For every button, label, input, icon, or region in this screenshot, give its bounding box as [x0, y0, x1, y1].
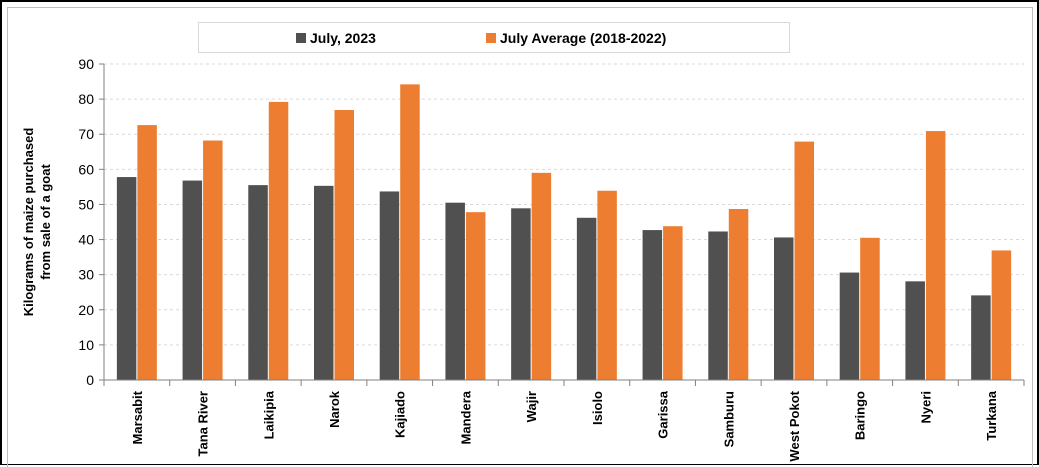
- x-category-label: Isiolo: [590, 391, 605, 425]
- x-category-label: Tana River: [196, 391, 211, 457]
- x-category-label: Marsabit: [130, 390, 145, 444]
- bar-july-average: [400, 84, 420, 380]
- x-category-label: Wajir: [524, 391, 539, 422]
- bar-july-average: [663, 226, 683, 380]
- bar-july-2023: [905, 281, 925, 380]
- y-tick-label: 10: [78, 337, 94, 353]
- y-tick-label: 50: [78, 196, 94, 212]
- bar-july-2023: [116, 177, 137, 380]
- y-tick-label: 90: [78, 56, 94, 72]
- y-tick-label: 80: [78, 91, 94, 107]
- bar-july-average: [268, 101, 289, 381]
- bar-july-2023: [445, 202, 465, 380]
- x-category-label: Garissa: [656, 390, 671, 438]
- bar-july-2023: [971, 295, 991, 380]
- x-category-label: Baringo: [853, 391, 868, 440]
- x-category-label: Laikipia: [261, 390, 276, 439]
- bar-july-average: [203, 140, 223, 380]
- chart-area-border: [7, 7, 1033, 467]
- bar-july-average: [794, 141, 814, 380]
- bar-july-average: [531, 172, 552, 380]
- bar-july-average: [991, 250, 1012, 380]
- x-category-label: Samburu: [721, 391, 736, 447]
- legend-label-july-2023: July, 2023: [310, 30, 376, 46]
- bar-july-average: [597, 190, 617, 380]
- y-tick-label: 20: [78, 302, 94, 318]
- x-category-label: Nyeri: [918, 391, 933, 424]
- y-tick-label: 0: [86, 372, 94, 388]
- legend-item-july-2023: July, 2023: [296, 30, 376, 46]
- y-tick-label: 30: [78, 267, 94, 283]
- bar-july-2023: [839, 272, 860, 380]
- bar-july-2023: [314, 185, 334, 380]
- x-category-label: Mandera: [458, 390, 473, 444]
- bar-july-2023: [708, 231, 728, 380]
- bar-july-average: [860, 237, 880, 380]
- bar-july-average: [465, 212, 486, 380]
- legend-swatch-july-average: [486, 33, 496, 43]
- bar-july-2023: [576, 217, 597, 380]
- y-tick-label: 70: [78, 126, 94, 142]
- bar-july-average: [334, 109, 354, 381]
- bar-july-2023: [511, 208, 531, 380]
- bar-july-average: [137, 125, 157, 381]
- bar-july-2023: [182, 180, 203, 380]
- chart-legend: July, 2023 July Average (2018-2022): [198, 22, 790, 53]
- bar-july-2023: [642, 230, 663, 380]
- y-tick-label: 40: [78, 232, 94, 248]
- x-category-label: West Pokot: [787, 390, 802, 461]
- bar-july-average: [728, 209, 749, 380]
- legend-item-july-average: July Average (2018-2022): [486, 30, 666, 46]
- bar-july-2023: [774, 237, 794, 380]
- x-category-label: Narok: [327, 390, 342, 428]
- bar-july-average: [925, 131, 946, 380]
- bar-july-2023: [248, 185, 268, 380]
- x-category-label: Turkana: [984, 390, 999, 440]
- y-tick-label: 60: [78, 161, 94, 177]
- x-category-label: Kajiado: [393, 391, 408, 438]
- legend-swatch-july-2023: [296, 33, 306, 43]
- legend-label-july-average: July Average (2018-2022): [500, 30, 667, 46]
- bar-july-2023: [379, 191, 400, 380]
